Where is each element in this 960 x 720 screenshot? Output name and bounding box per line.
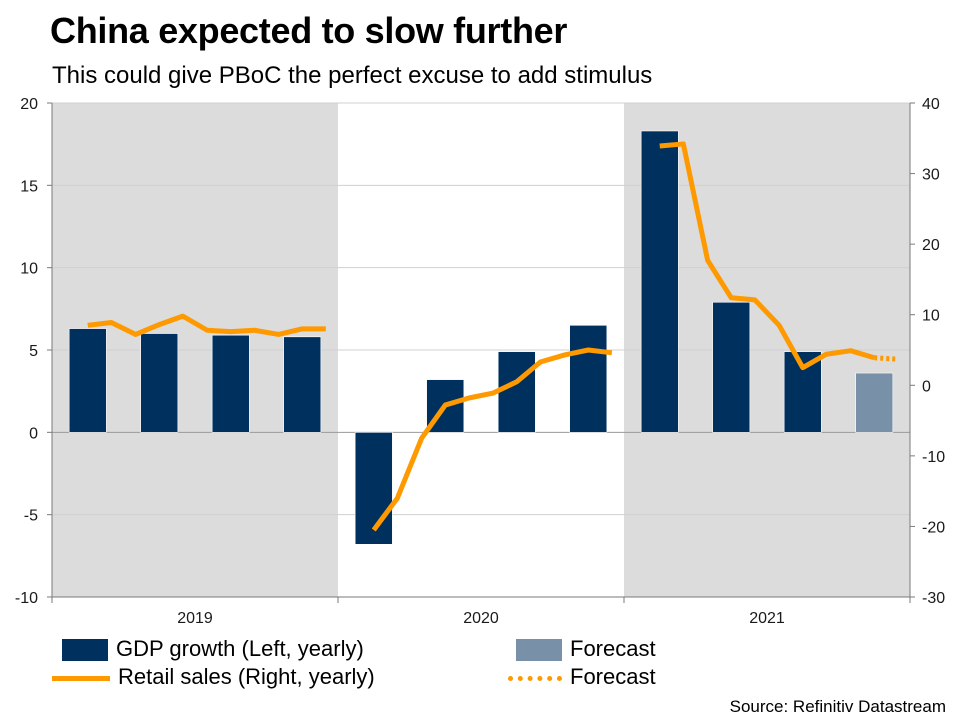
gdp-bar <box>712 301 751 433</box>
right-tick-label: -10 <box>922 449 945 466</box>
axes: -10 -5 0 5 10 15 20 -30 -20 -10 0 10 20 30 40 2019 2020 2… <box>15 96 945 627</box>
right-tick-label: 10 <box>922 308 940 325</box>
left-tick-label: -5 <box>24 508 38 525</box>
legend-retail-forecast-swatch <box>508 675 562 681</box>
source-note: Source: Refinitiv Datastream <box>729 697 946 716</box>
gdp-bar <box>497 351 536 433</box>
legend-gdp-forecast: Forecast <box>516 636 656 662</box>
legend-retail-swatch <box>52 675 110 681</box>
year-label-2019: 2019 <box>177 610 213 627</box>
gdp-bar <box>569 324 608 433</box>
gdp-forecast-bar <box>855 372 894 433</box>
retail-sales-line <box>87 141 898 532</box>
gdp-bar <box>211 334 250 433</box>
chart-title: China expected to slow further <box>50 10 568 51</box>
legend-retail-label: Retail sales (Right, yearly) <box>118 664 375 689</box>
chart-subtitle: This could give PBoC the perfect excuse … <box>52 62 653 89</box>
retail-line-segment <box>371 347 613 532</box>
right-tick-label: -30 <box>922 590 945 607</box>
legend-retail-forecast-label: Forecast <box>570 664 656 689</box>
right-tick-label: 40 <box>922 96 940 113</box>
legend-gdp-forecast-label: Forecast <box>570 636 656 661</box>
legend-retail-forecast: Forecast <box>508 664 656 690</box>
year-label-2020: 2020 <box>463 610 499 627</box>
year-label-2021: 2021 <box>749 610 785 627</box>
legend-gdp: GDP growth (Left, yearly) <box>62 636 364 662</box>
left-tick-label: 5 <box>29 343 38 360</box>
right-tick-label: -20 <box>922 519 945 536</box>
retail-forecast-line <box>874 355 898 362</box>
gdp-bars <box>68 130 894 545</box>
left-tick-label: 0 <box>29 425 38 442</box>
right-tick-label: 20 <box>922 237 940 254</box>
gdp-bar <box>283 336 322 433</box>
retail-line-segment <box>87 313 326 337</box>
right-tick-label: 0 <box>922 378 931 395</box>
gdp-bar <box>640 130 679 433</box>
gdp-bar <box>140 333 179 433</box>
legend-gdp-swatch <box>62 639 108 662</box>
gdp-bar <box>68 328 107 433</box>
gridlines <box>52 102 910 516</box>
left-tick-label: -10 <box>15 590 38 607</box>
legend-gdp-label: GDP growth (Left, yearly) <box>116 636 364 661</box>
gdp-bar <box>354 432 393 545</box>
retail-line-segment <box>659 141 875 371</box>
left-tick-label: 10 <box>20 261 38 278</box>
legend-retail: Retail sales (Right, yearly) <box>52 664 375 690</box>
left-tick-label: 15 <box>20 178 38 195</box>
right-tick-label: 30 <box>922 167 940 184</box>
left-tick-label: 20 <box>20 96 38 113</box>
legend-gdp-forecast-swatch <box>516 639 562 662</box>
